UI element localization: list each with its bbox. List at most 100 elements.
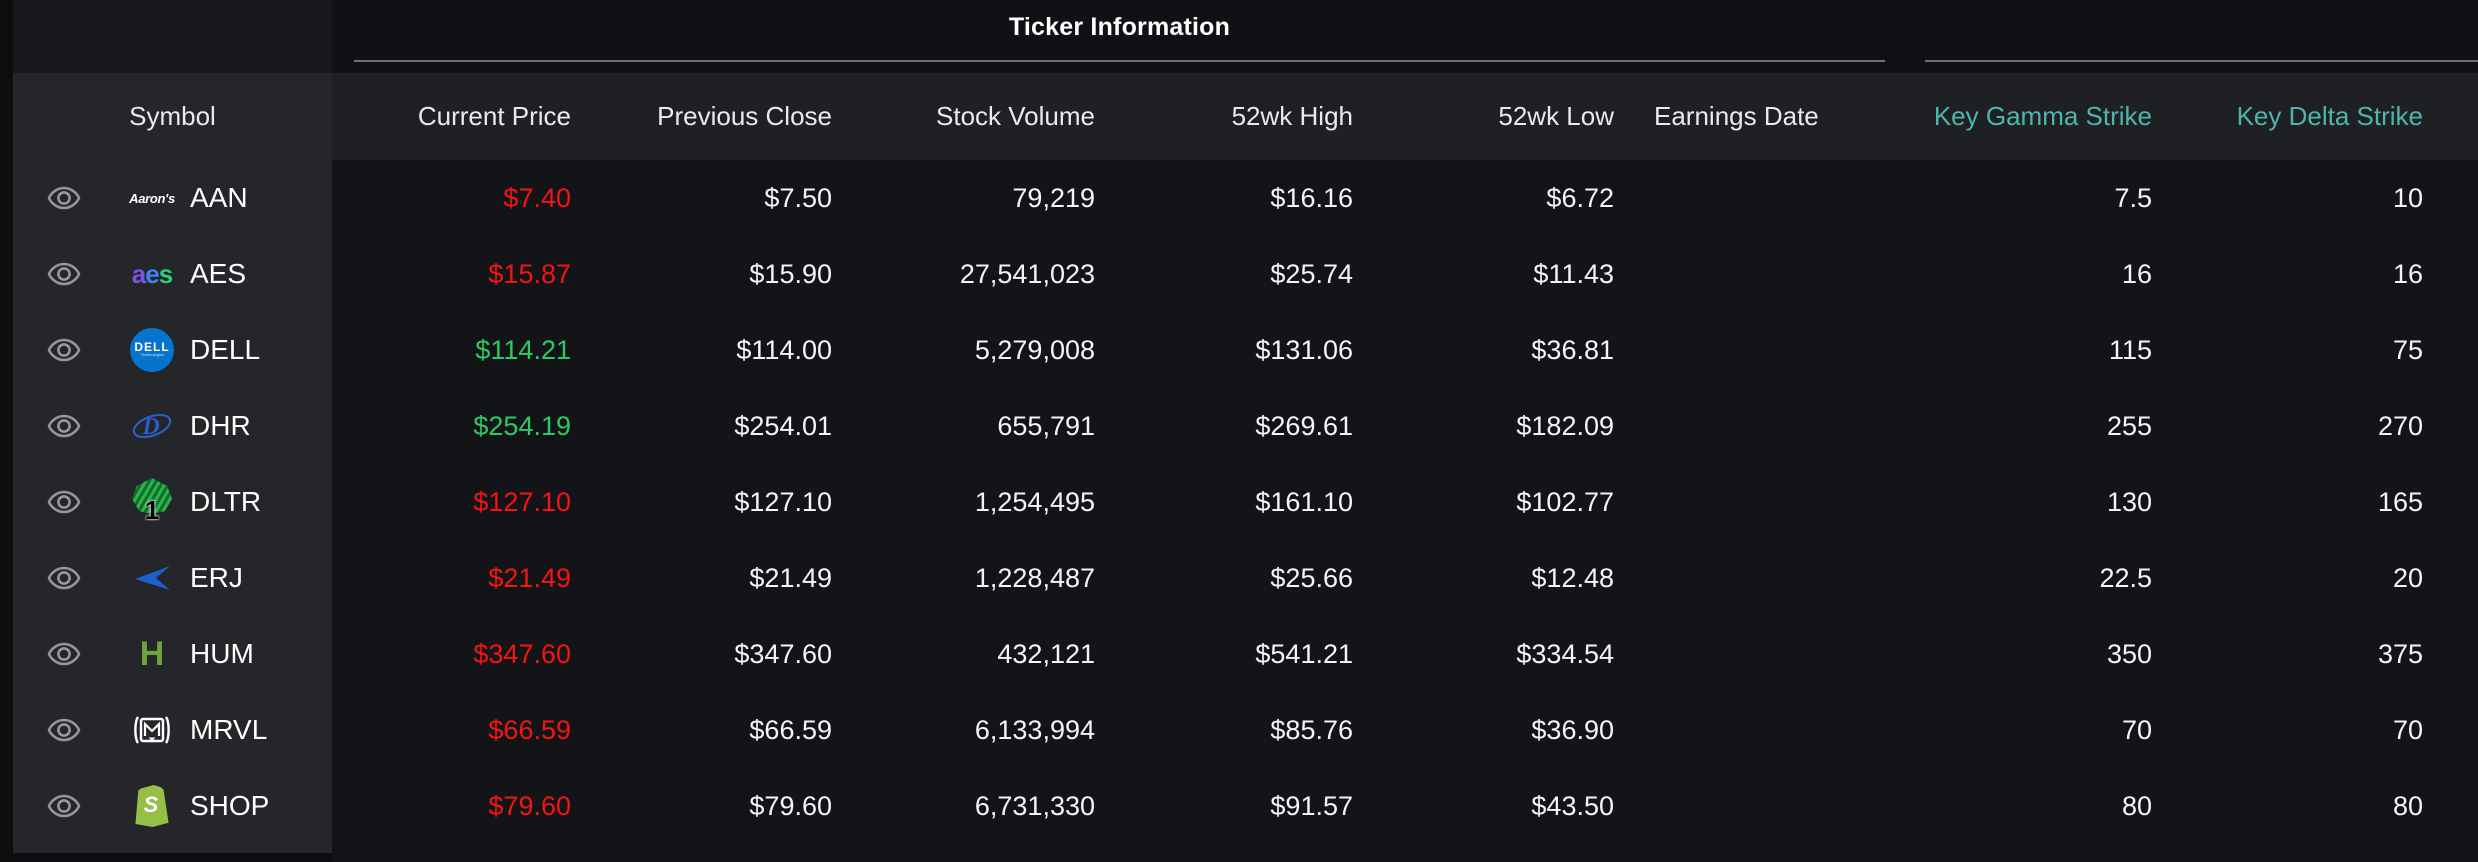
ticker-symbol[interactable]: SHOP [190,790,270,821]
ticker-symbol[interactable]: AES [190,258,247,289]
symbol-list: Aaron's AAN aes AES DELL Technologies DELL D… [13,160,332,844]
eye-icon[interactable] [47,490,81,514]
ticker-symbol[interactable]: DHR [190,410,251,441]
key-gamma-strike-cell: 350 [2106,638,2152,669]
eye-icon[interactable] [47,566,81,590]
eye-icon[interactable] [47,338,81,362]
ticker-symbol[interactable]: AAN [190,182,248,213]
symbol-row[interactable]: DELL Technologies DELL [13,312,332,388]
embraer-logo [128,552,176,604]
key-gamma-strike-cell: 255 [2106,410,2152,441]
stock-volume-cell: 5,279,008 [974,334,1095,365]
eye-icon[interactable] [47,262,81,286]
eye-icon[interactable] [47,186,81,210]
current-price-cell: $254.19 [473,410,571,441]
52wk-high-cell: $25.66 [1270,562,1353,593]
52wk-high-cell: $541.21 [1255,638,1353,669]
table-row: $114.21 $114.00 5,279,008 $131.06 $36.81 115 7… [332,312,2478,388]
key-delta-strike-cell: 20 [2392,562,2423,593]
previous-close-cell: $127.10 [734,486,832,517]
key-delta-strike-cell: 10 [2392,182,2423,213]
52wk-low-cell: $36.81 [1531,334,1614,365]
previous-close-cell: $7.50 [764,182,832,213]
current-price-cell: $21.49 [488,562,571,593]
eye-icon[interactable] [47,414,81,438]
sidebar-top-spacer [13,0,332,73]
primary-section-rule [354,60,1885,62]
stock-volume-cell: 27,541,023 [959,258,1095,289]
col-header-previous-close[interactable]: Previous Close [657,101,832,131]
key-gamma-strike-cell: 80 [2121,790,2152,821]
ticker-symbol[interactable]: ERJ [190,562,243,593]
symbol-row[interactable]: Aaron's AAN [13,160,332,236]
col-header-current-price[interactable]: Current Price [417,101,571,131]
col-header-52wk-high[interactable]: 52wk High [1231,101,1353,131]
current-price-cell: $127.10 [473,486,571,517]
dell-logo: DELL Technologies [128,324,176,376]
previous-close-cell: $114.00 [736,334,832,365]
table-row: $21.49 $21.49 1,228,487 $25.66 $12.48 22.5 20 [332,540,2478,616]
stock-volume-cell: 1,254,495 [974,486,1095,517]
panel-title: Ticker Information [1008,13,1231,41]
symbol-row[interactable]: ERJ [13,540,332,616]
col-header-key-gamma-strike[interactable]: Key Gamma Strike [1933,101,2152,131]
previous-close-cell: $79.60 [749,790,832,821]
symbol-row[interactable]: S SHOP [13,768,332,844]
secondary-section-rule [1925,60,2478,62]
col-header-symbol[interactable]: Symbol [129,101,216,131]
aes-logo: aes [131,258,173,289]
symbol-row[interactable]: H HUM [13,616,332,692]
ticker-symbol[interactable]: DLTR [190,486,262,517]
stock-volume-cell: 6,731,330 [974,790,1095,821]
key-gamma-strike-cell: 7.5 [2114,182,2152,213]
key-delta-strike-cell: 70 [2392,714,2423,745]
ticker-symbol[interactable]: MRVL [190,714,268,745]
table-row: $347.60 $347.60 432,121 $541.21 $334.54 350 37… [332,616,2478,692]
ticker-symbol[interactable]: HUM [190,638,254,669]
ticker-symbol[interactable]: DELL [190,334,261,365]
eye-icon[interactable] [47,642,81,666]
svg-text:D: D [141,414,159,440]
shopify-logo: S [128,780,176,832]
current-price-cell: $66.59 [488,714,571,745]
key-gamma-strike-cell: 22.5 [2099,562,2152,593]
col-header-earnings-date[interactable]: Earnings Date [1654,101,1819,131]
current-price-cell: $347.60 [473,638,571,669]
stock-volume-cell: 655,791 [997,410,1095,441]
humana-logo: H [139,634,165,673]
key-gamma-strike-cell: 70 [2121,714,2152,745]
current-price-cell: $79.60 [488,790,571,821]
col-header-52wk-low[interactable]: 52wk Low [1498,101,1614,131]
52wk-low-cell: $334.54 [1516,638,1614,669]
52wk-high-cell: $131.06 [1255,334,1353,365]
col-header-key-delta-strike[interactable]: Key Delta Strike [2236,101,2423,131]
symbol-row[interactable]: D DHR [13,388,332,464]
table-body: $7.40 $7.50 79,219 $16.16 $6.72 7.5 10 $15.87 $1… [332,160,2478,862]
previous-close-cell: $66.59 [749,714,832,745]
symbol-row[interactable]: 1 DLTR [13,464,332,540]
52wk-high-cell: $85.76 [1270,714,1353,745]
key-delta-strike-cell: 375 [2377,638,2423,669]
symbol-row[interactable]: MRVL [13,692,332,768]
key-gamma-strike-cell: 115 [2108,334,2152,365]
marvell-logo [128,704,176,756]
previous-close-cell: $15.90 [749,258,832,289]
key-delta-strike-cell: 75 [2392,334,2423,365]
table-row: $15.87 $15.90 27,541,023 $25.74 $11.43 16 16 [332,236,2478,312]
eye-icon[interactable] [47,794,81,818]
current-price-cell: $7.40 [503,182,571,213]
52wk-low-cell: $102.77 [1516,486,1614,517]
table-row: $79.60 $79.60 6,731,330 $91.57 $43.50 80 80 [332,768,2478,844]
52wk-high-cell: $91.57 [1270,790,1353,821]
eye-icon[interactable] [47,718,81,742]
panel-header-band: Ticker Information [332,0,2478,73]
col-header-stock-volume[interactable]: Stock Volume [936,101,1095,131]
key-delta-strike-cell: 270 [2377,410,2423,441]
52wk-high-cell: $161.10 [1255,486,1353,517]
stock-volume-cell: 1,228,487 [974,562,1095,593]
52wk-low-cell: $11.43 [1533,258,1614,289]
key-delta-strike-cell: 165 [2377,486,2423,517]
symbol-row[interactable]: aes AES [13,236,332,312]
previous-close-cell: $347.60 [734,638,832,669]
